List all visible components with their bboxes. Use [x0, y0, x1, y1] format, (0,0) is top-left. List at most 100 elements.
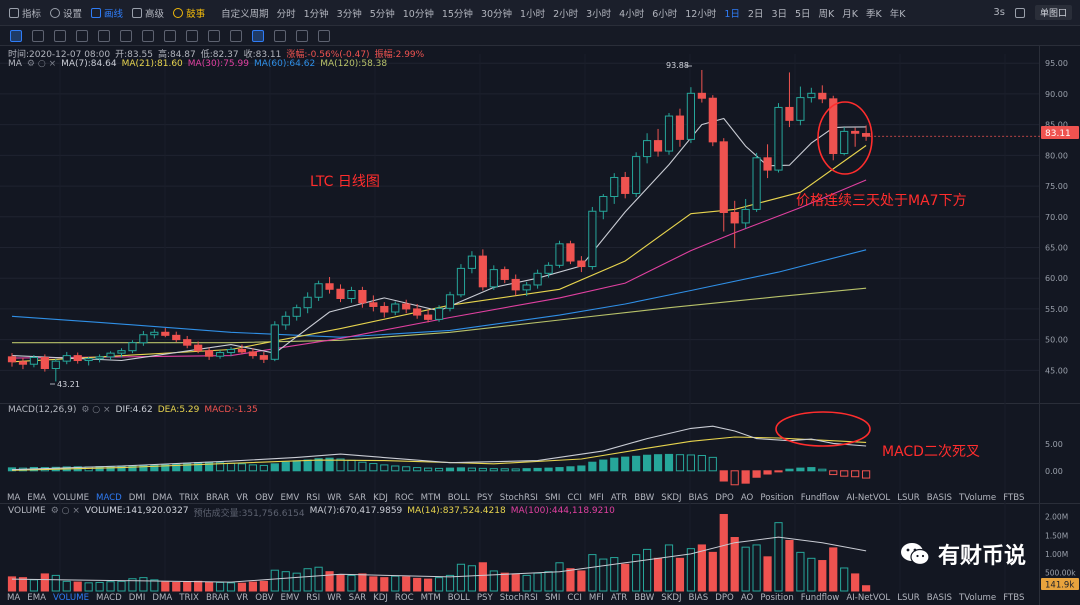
indicator-tab-sar[interactable]: SAR	[348, 493, 367, 503]
indicator-tab-macd[interactable]: MACD	[96, 493, 122, 503]
indicator-tab-dma[interactable]: DMA	[152, 493, 173, 503]
period-6[interactable]: 30分钟	[480, 8, 513, 20]
period-10[interactable]: 4小时	[619, 8, 645, 20]
indicator-tab-mtm[interactable]: MTM	[420, 593, 441, 603]
indicator-tab-bias[interactable]: BIAS	[688, 493, 709, 503]
indicator-tab-basis[interactable]: BASIS	[926, 593, 952, 603]
indicator-tab-trix[interactable]: TRIX	[179, 593, 199, 603]
indicator-tab-vr[interactable]: VR	[236, 593, 249, 603]
indicator-tab-position[interactable]: Position	[760, 593, 794, 603]
indicator-tab-wr[interactable]: WR	[327, 593, 342, 603]
indicator-tab-emv[interactable]: EMV	[280, 593, 300, 603]
indicator-tab-rsi[interactable]: RSI	[306, 493, 321, 503]
trend-line-tool-icon[interactable]	[32, 29, 44, 42]
indicator-tab-psy[interactable]: PSY	[476, 593, 493, 603]
indicator-tab-ma[interactable]: MA	[7, 493, 21, 503]
indicator-tab-stochrsi[interactable]: StochRSI	[499, 593, 538, 603]
advanced-button[interactable]: 高级	[132, 6, 164, 20]
indicator-tab-mtm[interactable]: MTM	[420, 493, 441, 503]
indicator-tab-kdj[interactable]: KDJ	[373, 493, 388, 503]
period-14[interactable]: 2日	[747, 8, 764, 20]
macd-legend-name[interactable]: MACD(12,26,9)	[8, 405, 77, 415]
indicator-tab-position[interactable]: Position	[760, 493, 794, 503]
ma-legend-name[interactable]: MA	[8, 59, 22, 69]
indicator-button[interactable]: 指标	[9, 6, 41, 20]
indicator-tab-bbw[interactable]: BBW	[634, 493, 655, 503]
indicator-tab-kdj[interactable]: KDJ	[373, 593, 388, 603]
refresh-interval[interactable]: 3s	[993, 7, 1005, 18]
indicator-tab-volume[interactable]: VOLUME	[53, 493, 90, 503]
indicator-tab-lsur[interactable]: LSUR	[897, 493, 920, 503]
measure-tool-icon[interactable]	[164, 29, 176, 42]
indicator-tab-obv[interactable]: OBV	[255, 593, 274, 603]
indicator-tab-ai-netvol[interactable]: AI-NetVOL	[846, 493, 891, 503]
custom-period-button[interactable]: 自定义周期	[221, 8, 269, 20]
period-18[interactable]: 月K	[842, 8, 859, 20]
indicator-tab-psy[interactable]: PSY	[476, 493, 493, 503]
indicator-tab-emv[interactable]: EMV	[280, 493, 300, 503]
indicator-tab-bbw[interactable]: BBW	[634, 593, 655, 603]
indicator-tab-skdj[interactable]: SKDJ	[661, 493, 682, 503]
indicator-tab-ftbs[interactable]: FTBS	[1003, 593, 1025, 603]
layout-select[interactable]: 单图口	[1034, 5, 1072, 20]
indicator-tab-boll[interactable]: BOLL	[447, 493, 470, 503]
indicator-tab-tvolume[interactable]: TVolume	[958, 493, 997, 503]
indicator-tab-bias[interactable]: BIAS	[688, 593, 709, 603]
magnet-tool-icon[interactable]	[208, 29, 220, 42]
period-16[interactable]: 5日	[795, 8, 811, 20]
indicator-tab-atr[interactable]: ATR	[610, 593, 628, 603]
hide-drawings-icon[interactable]	[252, 29, 264, 42]
period-19[interactable]: 季K	[866, 8, 882, 20]
indicator-tab-dpo[interactable]: DPO	[715, 593, 734, 603]
indicator-tab-wr[interactable]: WR	[327, 493, 342, 503]
indicator-tab-boll[interactable]: BOLL	[447, 593, 470, 603]
indicator-tab-dma[interactable]: DMA	[152, 593, 173, 603]
period-8[interactable]: 2小时	[553, 8, 579, 20]
period-15[interactable]: 3日	[771, 8, 787, 20]
macd-legend-settings-icon[interactable]: ⚙ ○ ×	[81, 405, 111, 415]
indicator-tab-roc[interactable]: ROC	[394, 493, 414, 503]
period-13[interactable]: 1日	[724, 8, 740, 20]
indicator-tab-fundflow[interactable]: Fundflow	[800, 593, 840, 603]
indicator-tab-ema[interactable]: EMA	[27, 593, 47, 603]
indicator-tab-smi[interactable]: SMI	[544, 493, 561, 503]
fibonacci-tool-icon[interactable]	[120, 29, 132, 42]
indicator-tab-dmi[interactable]: DMI	[128, 493, 146, 503]
indicator-tab-brar[interactable]: BRAR	[205, 593, 230, 603]
legend-settings-icon[interactable]: ⚙ ○ ×	[26, 59, 57, 69]
indicator-tab-ma[interactable]: MA	[7, 593, 21, 603]
wave-tool-icon[interactable]	[142, 29, 154, 42]
indicator-tab-volume[interactable]: VOLUME	[53, 593, 90, 603]
indicator-tab-lsur[interactable]: LSUR	[897, 593, 920, 603]
period-20[interactable]: 年K	[889, 8, 906, 20]
settings-button[interactable]: 设置	[50, 6, 82, 20]
indicator-tab-obv[interactable]: OBV	[255, 493, 274, 503]
draw-line-button[interactable]: 画线	[91, 6, 123, 20]
indicator-tab-ai-netvol[interactable]: AI-NetVOL	[846, 593, 891, 603]
indicator-tab-stochrsi[interactable]: StochRSI	[499, 493, 538, 503]
ray-tool-icon[interactable]	[54, 29, 66, 42]
period-0[interactable]: 分时	[276, 8, 296, 20]
indicator-tab-ao[interactable]: AO	[740, 593, 754, 603]
indicator-tab-ao[interactable]: AO	[740, 493, 754, 503]
parallel-channel-tool-icon[interactable]	[76, 29, 88, 42]
indicator-tab-dpo[interactable]: DPO	[715, 493, 734, 503]
indicator-tab-brar[interactable]: BRAR	[205, 493, 230, 503]
indicator-tab-ftbs[interactable]: FTBS	[1003, 493, 1025, 503]
indicator-tab-cci[interactable]: CCI	[567, 493, 582, 503]
indicator-tab-skdj[interactable]: SKDJ	[661, 593, 682, 603]
period-9[interactable]: 3小时	[586, 8, 612, 20]
eye-tool-icon[interactable]	[274, 29, 286, 42]
indicator-tab-mfi[interactable]: MFI	[588, 593, 604, 603]
fullscreen-icon[interactable]	[1014, 7, 1025, 18]
indicator-tab-smi[interactable]: SMI	[544, 593, 561, 603]
indicator-tab-sar[interactable]: SAR	[348, 593, 367, 603]
text-tool-icon[interactable]	[186, 29, 198, 42]
indicator-tab-rsi[interactable]: RSI	[306, 593, 321, 603]
period-12[interactable]: 12小时	[685, 8, 717, 20]
indicator-tab-trix[interactable]: TRIX	[179, 493, 199, 503]
period-2[interactable]: 3分钟	[336, 8, 362, 20]
indicator-tab-basis[interactable]: BASIS	[926, 493, 952, 503]
indicator-tab-tvolume[interactable]: TVolume	[958, 593, 997, 603]
